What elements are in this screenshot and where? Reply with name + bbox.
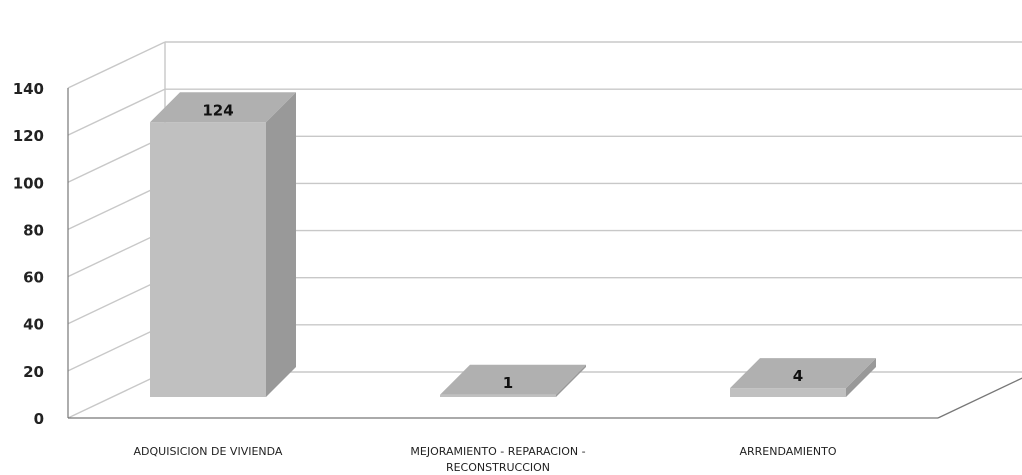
gridline-wall bbox=[67, 135, 166, 183]
y-tick-label: 20 bbox=[23, 363, 44, 381]
bar-top bbox=[730, 358, 876, 389]
data-label: 4 bbox=[793, 367, 803, 385]
gridline-wall bbox=[67, 324, 166, 372]
y-axis-ticks: 0 20 40 60 80 100 120 140 bbox=[13, 80, 44, 428]
data-labels: 124 1 4 bbox=[202, 101, 803, 392]
gridline-wall bbox=[67, 277, 166, 325]
bar-front bbox=[730, 388, 846, 397]
gridline-wall bbox=[67, 41, 166, 89]
x-axis-labels: ADQUISICION DE VIVIENDA MEJORAMIENTO - RE… bbox=[134, 445, 837, 474]
x-category-line: RECONSTRUCCION bbox=[446, 461, 550, 474]
y-tick-label: 100 bbox=[13, 174, 44, 192]
bar-side bbox=[556, 364, 586, 397]
bar-top bbox=[150, 92, 296, 123]
x-category-label: ADQUISICION DE VIVIENDA bbox=[134, 445, 283, 458]
gridline-wall bbox=[67, 229, 166, 278]
y-tick-label: 140 bbox=[13, 80, 44, 98]
bars bbox=[150, 92, 876, 397]
bar-front bbox=[150, 122, 266, 397]
y-tick-label: 120 bbox=[13, 127, 44, 145]
data-label: 124 bbox=[202, 101, 233, 119]
gridline-wall bbox=[67, 182, 166, 231]
data-label: 1 bbox=[503, 374, 513, 392]
y-tick-label: 0 bbox=[34, 410, 44, 428]
gridline-wall bbox=[67, 371, 166, 419]
y-tick-label: 60 bbox=[23, 269, 44, 287]
y-tick-label: 40 bbox=[23, 316, 44, 334]
gridlines bbox=[67, 41, 1022, 419]
x-category-line: ARRENDAMIENTO bbox=[739, 445, 836, 458]
bar-side bbox=[266, 92, 296, 397]
bar bbox=[150, 92, 296, 397]
x-category-label: MEJORAMIENTO - REPARACION - RECONSTRUCCIO… bbox=[410, 445, 585, 474]
bar bbox=[730, 358, 876, 397]
bar bbox=[440, 364, 586, 397]
x-category-line: MEJORAMIENTO - REPARACION - bbox=[410, 445, 585, 458]
x-category-line: ADQUISICION DE VIVIENDA bbox=[134, 445, 283, 458]
bar-front bbox=[440, 394, 556, 397]
bar-top bbox=[440, 364, 586, 395]
bar-side bbox=[846, 358, 876, 397]
x-category-label: ARRENDAMIENTO bbox=[739, 445, 836, 458]
y-tick-label: 80 bbox=[23, 221, 44, 239]
gridline-wall bbox=[67, 88, 166, 136]
floor-edge bbox=[937, 377, 1022, 419]
